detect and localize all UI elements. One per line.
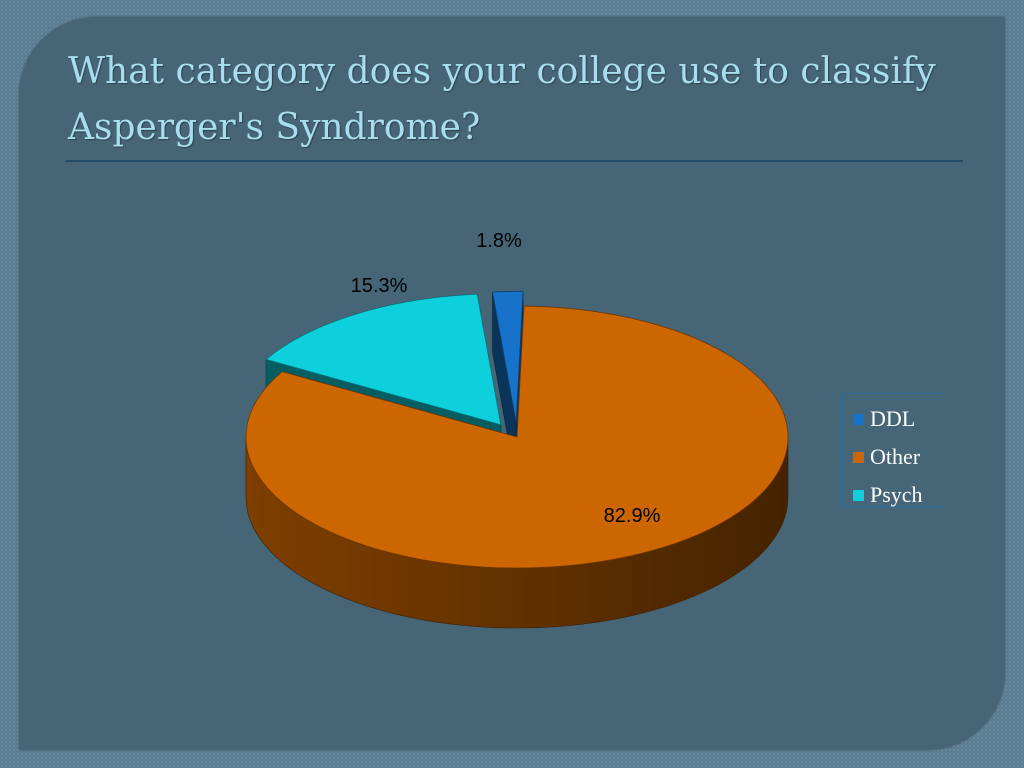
legend-label-psych: Psych [870,482,923,507]
data-label-ddl: 1.8% [476,230,522,252]
legend-item-psych: Psych [853,476,945,514]
data-label-psych: 15.3% [351,275,408,297]
legend-label-ddl: DDL [870,406,916,431]
slice-ddl-top [491,291,524,423]
legend-swatch-other [853,451,864,463]
legend-item-other: Other [853,438,945,476]
slide-title: What category does your college use to c… [68,51,936,148]
legend-item-ddl: DDL [853,400,945,438]
legend-label-other: Other [870,444,921,469]
legend-swatch-psych [853,489,864,501]
title-divider [66,160,963,162]
legend-swatch-ddl [853,413,864,425]
slice-other-top [245,305,789,569]
data-label-other: 82.9% [604,505,661,527]
slice-psych-top [265,293,502,426]
chart-legend: DDL Other Psych [842,393,946,507]
